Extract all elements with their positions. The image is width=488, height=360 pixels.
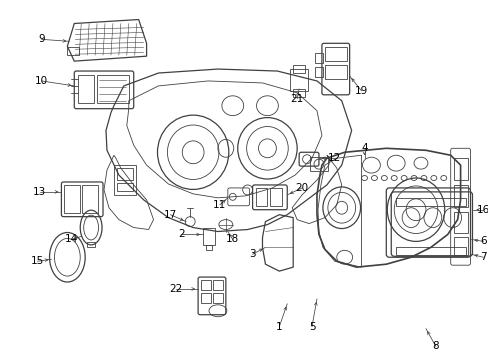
Text: 15: 15: [31, 256, 44, 266]
Bar: [64, 185, 80, 213]
Text: 1: 1: [275, 321, 282, 332]
Bar: [203, 228, 215, 246]
Bar: [117, 183, 132, 191]
Bar: [201, 293, 210, 303]
Text: 9: 9: [38, 34, 45, 44]
Bar: [314, 53, 322, 63]
Bar: [395, 247, 465, 255]
Bar: [395, 198, 465, 206]
Bar: [114, 165, 136, 195]
Bar: [453, 238, 467, 255]
Text: 10: 10: [35, 76, 48, 86]
Text: 8: 8: [431, 341, 438, 351]
Text: 3: 3: [249, 249, 255, 259]
Bar: [117, 168, 132, 180]
Text: 21: 21: [290, 94, 303, 104]
Text: 16: 16: [476, 205, 488, 215]
Bar: [293, 89, 305, 97]
Bar: [67, 47, 79, 55]
Bar: [324, 65, 346, 79]
Bar: [213, 293, 223, 303]
Bar: [255, 188, 267, 206]
Bar: [324, 47, 346, 61]
Bar: [290, 69, 307, 91]
Bar: [270, 188, 282, 206]
Text: 11: 11: [213, 200, 226, 210]
Bar: [293, 65, 305, 73]
Text: 17: 17: [163, 210, 177, 220]
Text: 20: 20: [295, 183, 308, 193]
Text: 2: 2: [178, 229, 184, 239]
Text: 12: 12: [327, 153, 341, 163]
Bar: [314, 67, 322, 77]
Bar: [453, 185, 467, 207]
Bar: [213, 280, 223, 290]
Bar: [453, 158, 467, 180]
Bar: [201, 280, 210, 290]
Text: 6: 6: [479, 237, 486, 246]
Bar: [309, 157, 327, 171]
Bar: [205, 246, 211, 250]
Text: 18: 18: [225, 234, 239, 244]
Text: 19: 19: [354, 86, 367, 96]
Text: 14: 14: [64, 234, 78, 244]
Bar: [78, 75, 94, 103]
Text: 22: 22: [169, 284, 183, 294]
Text: 5: 5: [308, 321, 315, 332]
Text: 7: 7: [479, 252, 486, 262]
Bar: [87, 242, 95, 247]
Bar: [82, 185, 98, 213]
Bar: [97, 75, 128, 103]
Bar: [453, 212, 467, 234]
Text: 4: 4: [361, 143, 367, 153]
Text: 13: 13: [33, 187, 46, 197]
